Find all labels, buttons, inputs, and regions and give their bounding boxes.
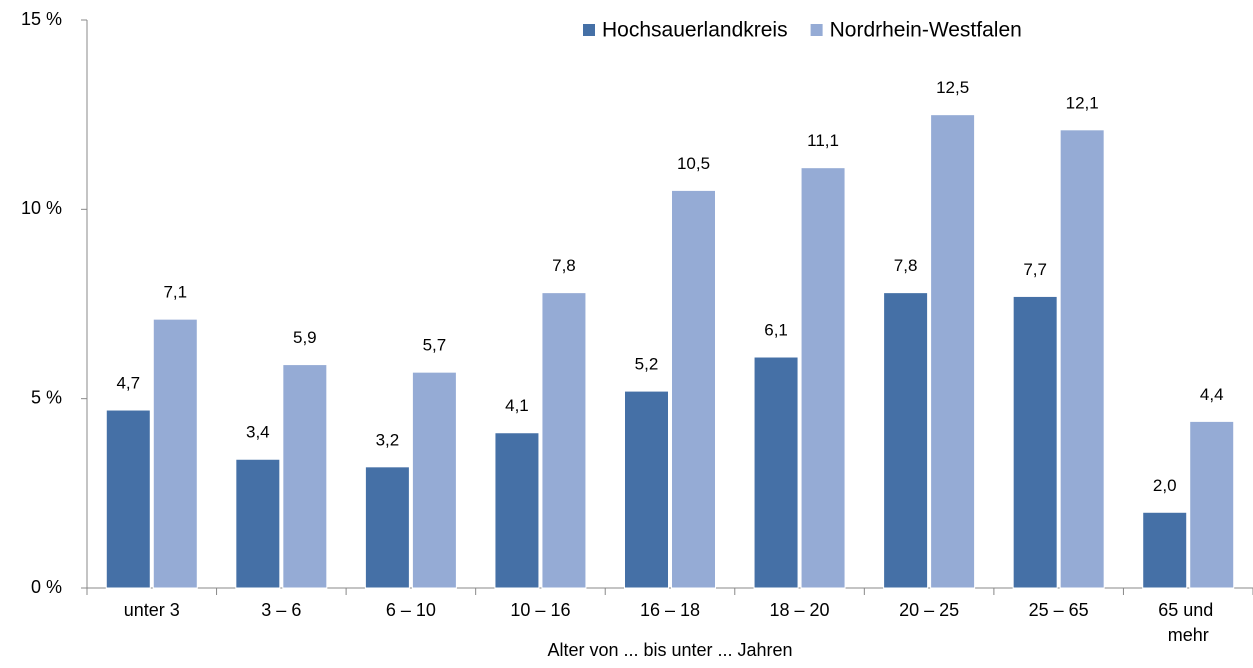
value-label: 3,2 — [376, 430, 400, 449]
bar — [235, 458, 281, 589]
y-tick-label: 0 % — [31, 577, 62, 597]
value-label: 4,1 — [505, 396, 529, 415]
bar — [800, 167, 846, 589]
bar — [364, 466, 410, 589]
value-label: 4,4 — [1200, 385, 1224, 404]
value-label: 12,1 — [1066, 93, 1099, 112]
value-label: 12,5 — [936, 78, 969, 97]
value-label: 5,7 — [423, 336, 447, 355]
x-tick-label: 3 – 6 — [261, 600, 301, 620]
bar — [930, 114, 976, 589]
bar — [883, 292, 929, 589]
x-tick-label: 6 – 10 — [386, 600, 436, 620]
y-tick-label: 15 % — [21, 9, 62, 29]
bar — [105, 409, 151, 589]
value-label: 5,9 — [293, 328, 317, 347]
bar — [1012, 295, 1058, 589]
bar — [1142, 511, 1188, 589]
x-tick-label: 16 – 18 — [640, 600, 700, 620]
x-tick-label-line: 65 und — [1158, 600, 1218, 620]
bar — [1189, 420, 1235, 589]
value-label: 7,8 — [552, 256, 576, 275]
value-label: 3,4 — [246, 423, 270, 442]
x-axis-label: Alter von ... bis unter ... Jahren — [547, 640, 792, 660]
bar — [624, 390, 669, 589]
value-label: 6,1 — [764, 320, 788, 339]
value-label: 10,5 — [677, 154, 710, 173]
value-label: 7,7 — [1023, 260, 1047, 279]
bar — [1059, 129, 1105, 589]
bar — [282, 364, 328, 589]
bar — [494, 432, 540, 589]
y-tick-label: 5 % — [31, 387, 62, 407]
x-tick-label: 65 und mehr — [1158, 600, 1218, 645]
bar — [411, 371, 457, 589]
bar — [671, 189, 716, 589]
legend-label: Nordrhein-Westfalen — [830, 19, 1022, 42]
value-label: 11,1 — [807, 131, 839, 150]
bar — [753, 356, 799, 589]
bar — [541, 292, 587, 589]
legend-label: Hochsauerlandkreis — [602, 19, 788, 42]
y-tick-label: 10 % — [21, 198, 62, 218]
value-label: 7,8 — [894, 256, 918, 275]
x-tick-label: 20 – 25 — [899, 600, 959, 620]
legend-swatch — [810, 24, 823, 36]
x-tick-label: 18 – 20 — [770, 600, 830, 620]
value-label: 7,1 — [163, 283, 187, 302]
value-label: 5,2 — [635, 355, 659, 374]
x-tick-label: 10 – 16 — [510, 600, 570, 620]
value-label: 4,7 — [116, 374, 140, 393]
bar — [152, 318, 198, 589]
legend-swatch — [583, 24, 595, 36]
x-tick-label: unter 3 — [124, 600, 180, 620]
value-label: 2,0 — [1153, 476, 1177, 495]
x-tick-label-line: mehr — [1168, 625, 1209, 645]
x-tick-label: 25 – 65 — [1029, 600, 1089, 620]
